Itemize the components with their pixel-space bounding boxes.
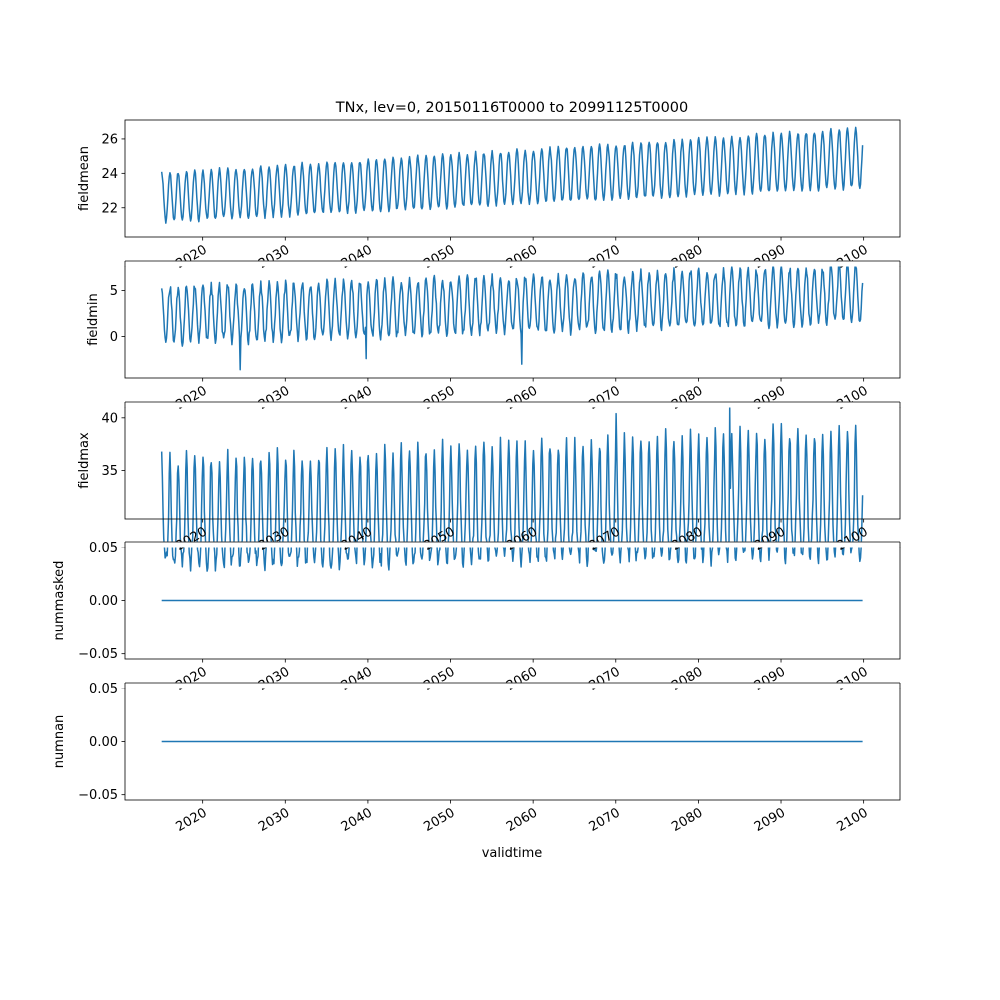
nummasked-ytick-label: −0.05: [78, 647, 118, 662]
overlap-cover: [120, 682, 910, 689]
fieldmax-y-axis-label: fieldmax: [77, 432, 92, 489]
figure-title: TNx, lev=0, 20150116T0000 to 20991125T00…: [335, 100, 689, 116]
fieldmin-ytick-label: 0: [110, 330, 118, 345]
fieldmax-series-line: [160, 406, 864, 572]
nummasked-ytick-label: 0.05: [89, 541, 118, 556]
fieldmin-y-axis-label: fieldmin: [86, 293, 101, 346]
overlap-cover: [120, 260, 910, 267]
fieldmean-axes-frame: [124, 119, 901, 238]
numnan-y-axis-label: numnan: [52, 715, 67, 769]
overlap-cover: [120, 401, 910, 408]
fieldmean-ytick-label: 24: [101, 167, 118, 182]
fieldmean-ytick-label: 26: [101, 132, 118, 147]
panel-overlap-covers: [120, 260, 910, 689]
fieldmean-series-line: [160, 126, 864, 224]
nummasked-y-axis-label: nummasked: [52, 561, 67, 641]
fieldmin-series-line: [160, 262, 864, 371]
numnan-ytick-label: 0.05: [89, 682, 118, 697]
numnan-ytick-label: −0.05: [78, 788, 118, 803]
nummasked-ytick-label: 0.00: [89, 594, 118, 609]
fieldmax-ytick-label: 35: [101, 464, 118, 479]
numnan-ytick-label: 0.00: [89, 735, 118, 750]
fieldmean-ytick-label: 22: [101, 201, 118, 216]
fieldmax-ytick-label: 40: [101, 411, 118, 426]
fieldmean-y-axis-label: fieldmean: [77, 146, 92, 211]
overlap-cover: [120, 541, 910, 548]
fieldmin-ytick-label: 5: [110, 284, 118, 299]
x-axis-label: validtime: [482, 846, 543, 861]
